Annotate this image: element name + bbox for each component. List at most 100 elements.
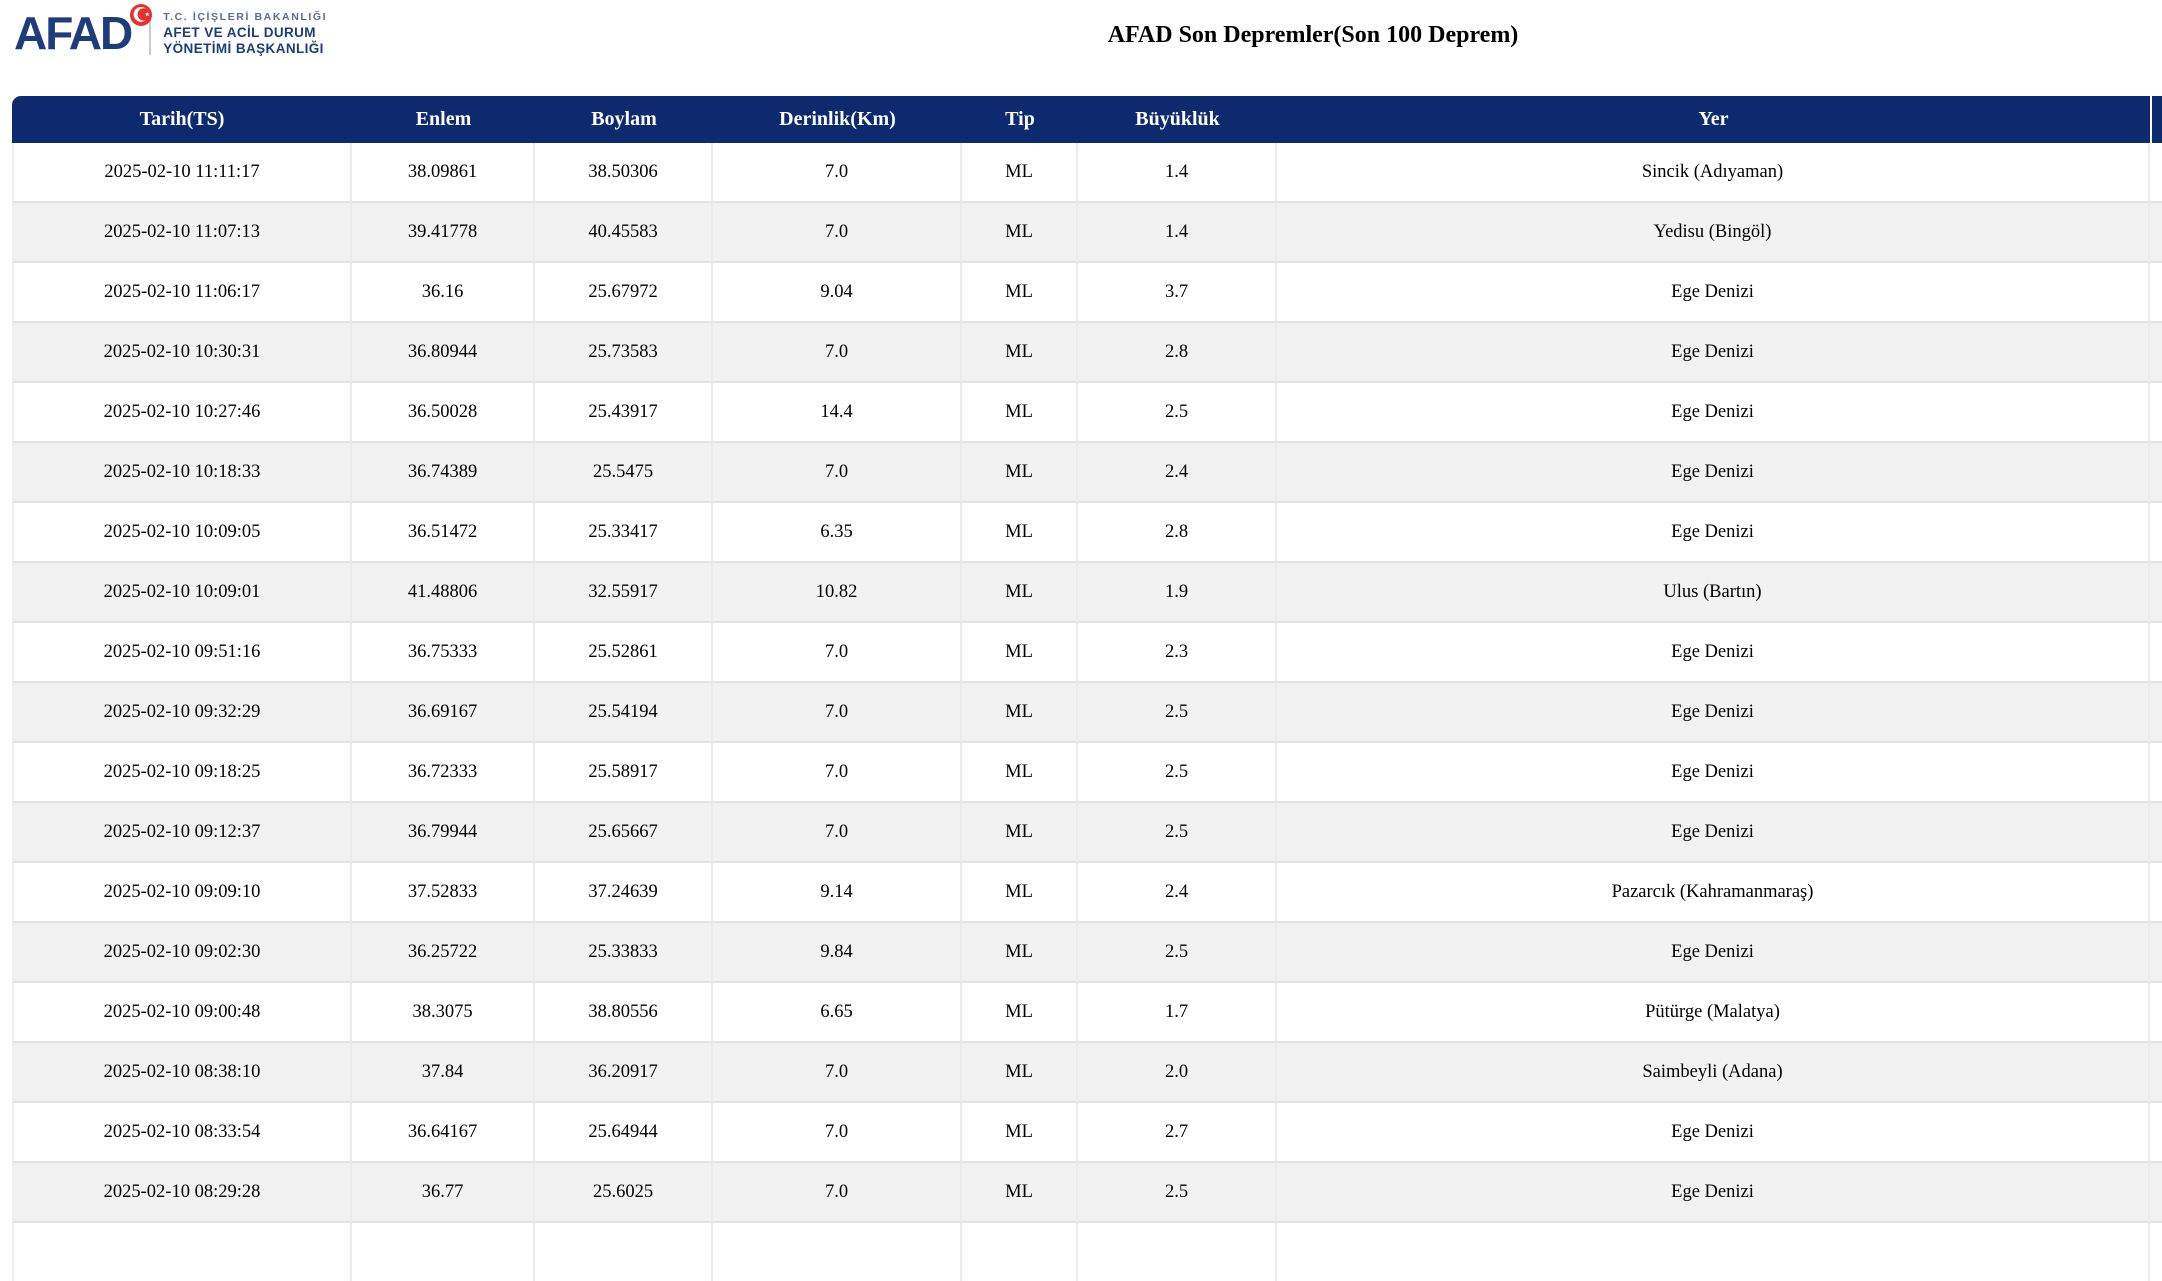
cell-yer: Ege Denizi [1277,443,2150,503]
table-row: 2025-02-10 11:07:13 39.41778 40.45583 7.0 ML… [12,203,2162,263]
column-header-tip: Tip [962,96,1078,143]
cell-yer: Pazarcık (Kahramanmaraş) [1277,863,2150,923]
cell-boylam: 25.6025 [535,1163,713,1223]
cell-yer: Sincik (Adıyaman) [1277,143,2150,203]
cell-yer: Ege Denizi [1277,1103,2150,1163]
table-row-partial [12,1223,2162,1281]
cell-tarih: 2025-02-10 09:32:29 [12,683,352,743]
cell-boylam: 25.65667 [535,803,713,863]
cell-buyukluk: 1.7 [1078,983,1277,1043]
cell-yer: Ege Denizi [1277,383,2150,443]
cell-cutoff [2150,143,2162,203]
cell-tip: ML [962,1043,1078,1103]
cell-boylam: 25.43917 [535,383,713,443]
cell-yer [1277,1223,2150,1281]
cell-tarih: 2025-02-10 09:18:25 [12,743,352,803]
cell-derinlik: 7.0 [713,623,962,683]
table-row: 2025-02-10 10:30:31 36.80944 25.73583 7.0 ML… [12,323,2162,383]
cell-derinlik: 7.0 [713,743,962,803]
cell-tip: ML [962,983,1078,1043]
cell-tarih: 2025-02-10 11:07:13 [12,203,352,263]
cell-tarih: 2025-02-10 10:27:46 [12,383,352,443]
ministry-line-2: AFET VE ACİL DURUM [163,25,316,40]
cell-buyukluk: 1.9 [1078,563,1277,623]
cell-tip: ML [962,1163,1078,1223]
cell-boylam: 38.80556 [535,983,713,1043]
cell-derinlik: 6.65 [713,983,962,1043]
cell-tip: ML [962,1103,1078,1163]
table-row: 2025-02-10 10:27:46 36.50028 25.43917 14.4 M… [12,383,2162,443]
cell-buyukluk: 2.7 [1078,1103,1277,1163]
cell-enlem: 36.50028 [352,383,535,443]
cell-cutoff [2150,983,2162,1043]
cell-boylam: 38.50306 [535,143,713,203]
cell-derinlik: 9.84 [713,923,962,983]
table-row: 2025-02-10 10:18:33 36.74389 25.5475 7.0 ML 2… [12,443,2162,503]
cell-boylam: 25.33417 [535,503,713,563]
table-row: 2025-02-10 09:12:37 36.79944 25.65667 7.0 ML… [12,803,2162,863]
cell-boylam: 25.54194 [535,683,713,743]
table-row: 2025-02-10 08:38:10 37.84 36.20917 7.0 ML 2.0… [12,1043,2162,1103]
cell-buyukluk: 2.5 [1078,683,1277,743]
cell-tarih [12,1223,352,1281]
cell-buyukluk: 3.7 [1078,263,1277,323]
table-row: 2025-02-10 09:02:30 36.25722 25.33833 9.84 M… [12,923,2162,983]
cell-enlem: 36.69167 [352,683,535,743]
cell-tip: ML [962,503,1078,563]
cell-tarih: 2025-02-10 10:18:33 [12,443,352,503]
cell-enlem: 37.52833 [352,863,535,923]
cell-buyukluk: 2.5 [1078,803,1277,863]
cell-yer: Pütürge (Malatya) [1277,983,2150,1043]
cell-enlem: 36.72333 [352,743,535,803]
cell-cutoff [2150,1163,2162,1223]
ministry-line-3: YÖNETİMİ BAŞKANLIĞI [163,41,324,56]
table-row: 2025-02-10 08:29:28 36.77 25.6025 7.0 ML 2.5 E… [12,1163,2162,1223]
cell-cutoff [2150,443,2162,503]
cell-cutoff [2150,863,2162,923]
ministry-text: T.C. İÇİŞLERİ BAKANLIĞI AFET VE ACİL DUR… [163,9,327,57]
cell-boylam: 37.24639 [535,863,713,923]
cell-tip: ML [962,323,1078,383]
column-header-tarih: Tarih(TS) [12,96,352,143]
cell-tarih: 2025-02-10 09:02:30 [12,923,352,983]
cell-derinlik: 7.0 [713,1163,962,1223]
cell-yer: Ege Denizi [1277,923,2150,983]
cell-cutoff [2150,1043,2162,1103]
table-row: 2025-02-10 08:33:54 36.64167 25.64944 7.0 ML… [12,1103,2162,1163]
cell-yer: Yedisu (Bingöl) [1277,203,2150,263]
cell-cutoff [2150,503,2162,563]
cell-yer: Saimbeyli (Adana) [1277,1043,2150,1103]
cell-boylam: 25.5475 [535,443,713,503]
cell-yer: Ege Denizi [1277,683,2150,743]
cell-cutoff [2150,743,2162,803]
cell-cutoff [2150,1103,2162,1163]
cell-tarih: 2025-02-10 09:51:16 [12,623,352,683]
cell-yer: Ege Denizi [1277,503,2150,563]
cell-derinlik: 7.0 [713,323,962,383]
table-row: 2025-02-10 09:18:25 36.72333 25.58917 7.0 ML… [12,743,2162,803]
column-header-buyukluk: Büyüklük [1078,96,1277,143]
crescent-star-icon [130,4,153,26]
table-row: 2025-02-10 10:09:05 36.51472 25.33417 6.35 M… [12,503,2162,563]
afad-logo-link[interactable]: AFAD T.C. İÇİŞLERİ BAKANLIĞI AFET VE ACİ… [14,4,327,59]
cell-enlem: 36.16 [352,263,535,323]
cell-tip: ML [962,383,1078,443]
cell-enlem: 36.25722 [352,923,535,983]
cell-buyukluk: 2.0 [1078,1043,1277,1103]
cell-boylam [535,1223,713,1281]
cell-cutoff [2150,683,2162,743]
cell-derinlik: 7.0 [713,143,962,203]
table-row: 2025-02-10 09:09:10 37.52833 37.24639 9.14 M… [12,863,2162,923]
cell-tarih: 2025-02-10 11:11:17 [12,143,352,203]
cell-cutoff [2150,923,2162,983]
cell-cutoff [2150,263,2162,323]
cell-enlem: 36.77 [352,1163,535,1223]
cell-boylam: 25.58917 [535,743,713,803]
cell-cutoff [2150,623,2162,683]
cell-tip: ML [962,263,1078,323]
cell-derinlik: 14.4 [713,383,962,443]
cell-buyukluk [1078,1223,1277,1281]
cell-yer: Ege Denizi [1277,263,2150,323]
cell-boylam: 32.55917 [535,563,713,623]
